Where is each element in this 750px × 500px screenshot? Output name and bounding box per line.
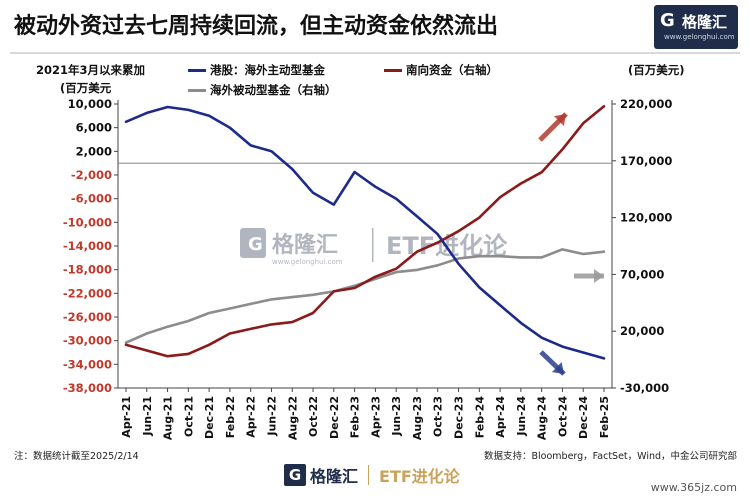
bottom-logo: G 格隆汇 ETF进化论: [284, 463, 460, 487]
x-tick-label: Oct-22: [307, 396, 320, 437]
right-tick-label: 220,000: [620, 97, 672, 111]
left-tick-label: -2,000: [71, 168, 112, 182]
x-tick-label: Oct-21: [182, 396, 195, 437]
right-tick-label: -30,000: [620, 381, 669, 395]
watermark-brand: 格隆汇: [272, 232, 338, 258]
passive-flat-arrow-head: [594, 269, 604, 283]
x-tick-label: Aug-24: [536, 396, 549, 440]
chart-series: [124, 105, 606, 360]
left-tick-label: -34,000: [63, 357, 112, 371]
x-tick-label: Feb-25: [598, 396, 611, 438]
chart-title: 被动外资过去七周持续回流，但主动资金依然流出: [14, 14, 499, 39]
legend-swatch-southbound: [384, 68, 402, 72]
left-axis-header: 2021年3月以来累加: [36, 63, 146, 77]
passive-flat-arrow: [574, 269, 604, 283]
left-tick-label: -14,000: [63, 239, 112, 253]
x-tick-label: Oct-23: [432, 396, 445, 437]
bottom-logo-separator: [368, 465, 370, 485]
brand-logo: G 格隆汇 www.gelonghui.com: [654, 5, 738, 49]
legend-hk-active: 港股：海外主动型基金: [188, 62, 325, 78]
x-tick-label: Jun-23: [390, 396, 403, 437]
right-tick-label: 20,000: [620, 324, 664, 338]
left-tick-label: -22,000: [63, 286, 112, 300]
series-line-0: [124, 105, 606, 360]
chart-axes: 10,000 6,000 2,000 -2,000 -6,000 -10,000 -14,0…: [63, 97, 673, 440]
left-tick-label: -6,000: [71, 192, 112, 206]
active-down-arrow: [539, 350, 566, 376]
x-tick-label: Dec-22: [328, 396, 341, 439]
series-line-2: [124, 248, 606, 344]
legend-label-passive: 海外被动型基金（右轴）: [210, 83, 337, 97]
x-tick-label: Aug-22: [286, 396, 299, 440]
southbound-up-arrow: [538, 112, 568, 142]
watermark-separator: [372, 228, 374, 262]
x-tick-label: Jun-24: [515, 396, 528, 437]
watermark-g-icon: [240, 228, 266, 258]
right-tick-label: 120,000: [620, 211, 672, 225]
footnote-date: 注：数据统计截至2025/2/14: [14, 451, 139, 462]
title-divider: [10, 52, 740, 54]
legend-swatch-passive: [188, 88, 206, 92]
watermark-g-letter: G: [248, 234, 263, 255]
southbound-up-arrow-head: [553, 114, 566, 127]
bottom-logo-text: ETF进化论: [379, 467, 460, 486]
right-tick-label: 70,000: [620, 267, 664, 281]
right-tick-label: 170,000: [620, 154, 672, 168]
chart-watermark: G 格隆汇 www.gelonghui.com ETF进化论: [240, 228, 508, 266]
x-tick-label: Apr-22: [245, 396, 258, 438]
x-tick-label: Jun-22: [265, 396, 278, 437]
left-tick-label: -18,000: [63, 263, 112, 277]
legend-passive: 海外被动型基金（右轴）: [188, 82, 337, 98]
x-tick-label: Oct-24: [556, 396, 569, 437]
right-axis-unit: (百万美元): [628, 63, 685, 77]
left-axis-unit: (百万美元: [60, 81, 112, 95]
watermark-url: www.gelonghui.com: [272, 258, 343, 266]
logo-url: www.gelonghui.com: [664, 33, 735, 41]
active-down-arrow-head: [551, 362, 564, 374]
left-tick-label: -30,000: [63, 334, 112, 348]
left-tick-label: 6,000: [76, 121, 112, 135]
x-tick-label: Apr-23: [369, 396, 382, 438]
x-tick-label: Dec-23: [453, 396, 466, 439]
x-tick-label: Aug-23: [411, 396, 424, 440]
legend-label-southbound: 南向资金（右轴）: [406, 63, 498, 77]
x-tick-label: Apr-24: [494, 396, 507, 438]
trend-arrows: [538, 112, 604, 376]
x-tick-label: Apr-21: [120, 396, 133, 438]
left-tick-label: -10,000: [63, 215, 112, 229]
x-tick-label: Feb-24: [473, 396, 486, 439]
series-line-1: [124, 105, 606, 358]
footnote-source: 数据支持：Bloomberg，FactSet，Wind，中金公司研究部: [484, 451, 738, 462]
bottom-logo-brand: 格隆汇: [310, 467, 359, 486]
left-tick-label: 2,000: [76, 144, 112, 158]
x-tick-label: Feb-23: [349, 396, 362, 438]
legend-southbound: 南向资金（右轴）: [384, 62, 498, 78]
left-tick-label: -26,000: [63, 310, 112, 324]
left-tick-label: -38,000: [63, 381, 112, 395]
site-watermark: www.365jz.com: [647, 481, 740, 494]
x-tick-label: Dec-21: [203, 396, 216, 439]
logo-brand-name: 格隆汇: [682, 13, 728, 31]
x-tick-label: Aug-21: [162, 396, 175, 440]
x-tick-label: Jun-21: [141, 396, 154, 437]
logo-g-icon: G: [660, 10, 675, 31]
left-tick-label: 10,000: [68, 97, 112, 111]
legend-swatch-hk-active: [188, 68, 206, 72]
x-tick-label: Feb-22: [224, 396, 237, 438]
bottom-logo-g-icon: G: [284, 464, 306, 486]
x-tick-label: Dec-24: [577, 396, 590, 439]
legend-label-hk-active: 港股：海外主动型基金: [210, 63, 325, 77]
